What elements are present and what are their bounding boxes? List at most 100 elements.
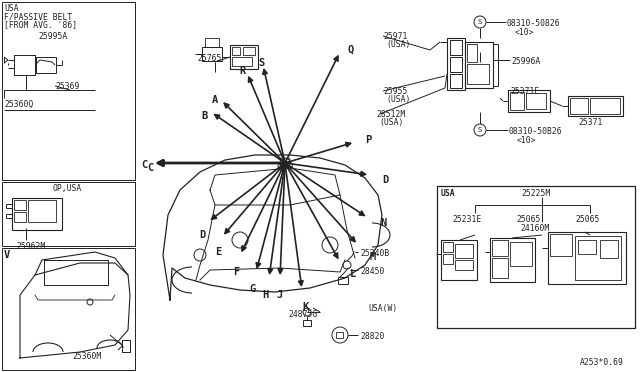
Bar [578, 240, 596, 254]
Text: 25340B: 25340B [360, 249, 389, 258]
Text: 25371: 25371 [578, 118, 602, 127]
Text: (USA): (USA) [386, 95, 410, 104]
Bar [12, 198, 62, 230]
Bar [450, 57, 462, 72]
Text: M: M [370, 252, 376, 262]
Bar [510, 242, 532, 266]
Bar [550, 234, 572, 256]
Bar [508, 90, 550, 112]
Text: 28820: 28820 [360, 332, 385, 341]
Bar [465, 42, 493, 88]
Bar [230, 45, 258, 69]
Text: 25371E: 25371E [510, 87, 540, 96]
Bar [568, 96, 623, 116]
Text: D: D [199, 230, 205, 240]
Bar [467, 64, 489, 84]
Text: B: B [201, 111, 207, 121]
Text: N: N [380, 218, 387, 228]
Bar [548, 232, 626, 284]
Bar [526, 93, 546, 109]
Text: USA: USA [441, 189, 456, 198]
Bar [2, 248, 135, 370]
Bar [443, 242, 453, 252]
Text: A253*0.69: A253*0.69 [580, 358, 624, 367]
Text: <10>: <10> [517, 136, 536, 145]
Bar [450, 74, 462, 88]
Bar [437, 186, 635, 328]
Text: J: J [276, 290, 282, 300]
Text: 24160M: 24160M [520, 224, 549, 233]
Bar [243, 47, 255, 55]
Text: F: F [233, 267, 239, 277]
Text: 25971: 25971 [383, 32, 408, 41]
Bar [467, 44, 477, 62]
Bar [510, 92, 524, 110]
Text: V: V [4, 250, 10, 260]
Text: F/PASSIVE BELT: F/PASSIVE BELT [4, 12, 72, 21]
Text: (USA): (USA) [386, 40, 410, 49]
Text: 25369: 25369 [55, 82, 79, 91]
Bar [492, 258, 508, 278]
Bar [492, 240, 508, 256]
Bar [570, 98, 588, 114]
Text: 24875G: 24875G [288, 310, 317, 319]
Bar [14, 212, 26, 222]
Text: 25955: 25955 [383, 87, 408, 96]
Text: R: R [239, 66, 245, 76]
Text: H: H [262, 290, 268, 300]
Text: D: D [382, 175, 388, 185]
Text: Q: Q [348, 45, 355, 55]
Text: 25225M: 25225M [521, 189, 550, 198]
Text: 25360M: 25360M [72, 352, 101, 361]
Bar [303, 320, 311, 326]
Text: S: S [258, 58, 264, 68]
Bar [447, 38, 465, 90]
Text: K: K [302, 302, 308, 312]
Text: 25765: 25765 [197, 54, 221, 63]
Bar [455, 260, 473, 270]
Bar [443, 254, 453, 264]
Bar [28, 200, 56, 222]
Text: 25231E: 25231E [452, 215, 481, 224]
Bar [590, 98, 620, 114]
Bar [441, 240, 477, 280]
Text: 25995A: 25995A [38, 32, 67, 41]
Text: 25065: 25065 [575, 215, 600, 224]
Text: 28512M: 28512M [376, 110, 405, 119]
Bar [232, 47, 240, 55]
Text: L: L [350, 269, 356, 279]
Bar [575, 236, 621, 280]
Text: 25996A: 25996A [511, 57, 540, 66]
Text: USA(W): USA(W) [368, 304, 397, 313]
Text: C: C [141, 160, 147, 170]
Bar [2, 182, 135, 246]
Text: 25065: 25065 [516, 215, 540, 224]
Text: G: G [249, 284, 255, 294]
Bar [36, 57, 56, 73]
Bar [2, 2, 135, 180]
Text: P: P [365, 135, 371, 145]
Text: USA: USA [4, 4, 19, 13]
Text: S: S [478, 127, 482, 133]
Bar [338, 277, 348, 284]
Text: OP,USA: OP,USA [52, 184, 81, 193]
Text: S: S [478, 19, 482, 25]
Text: 25360Q: 25360Q [4, 100, 33, 109]
Bar [14, 200, 26, 210]
Bar [455, 244, 473, 258]
Bar [205, 38, 219, 47]
Bar [450, 40, 462, 55]
Text: 08310-50B26: 08310-50B26 [509, 127, 563, 136]
Text: E: E [215, 247, 221, 257]
Text: 25962M: 25962M [16, 242, 45, 251]
Text: <10>: <10> [515, 28, 534, 37]
Bar [232, 57, 252, 66]
Bar [490, 238, 535, 282]
Text: (USA): (USA) [379, 118, 403, 127]
Bar [600, 240, 618, 258]
Text: C: C [147, 163, 153, 173]
Text: [FROM AVG. '86]: [FROM AVG. '86] [4, 20, 77, 29]
Text: A: A [212, 95, 218, 105]
Text: 28450: 28450 [360, 267, 385, 276]
Bar [336, 332, 343, 338]
